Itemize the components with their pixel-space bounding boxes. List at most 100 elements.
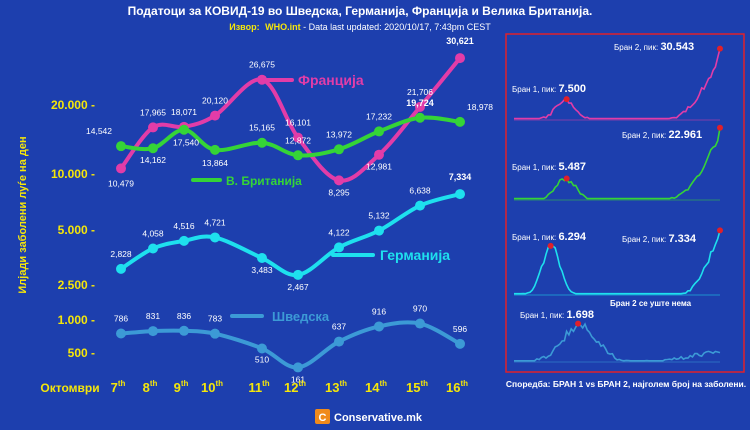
x-tick-label: 14th [365, 379, 387, 395]
series-line-france [119, 56, 462, 183]
panel-wave1-label: Бран 1, пик: 5.487 [512, 161, 586, 173]
data-point-uk [179, 124, 189, 135]
series-line-germany [119, 192, 462, 277]
x-tick-suffix: th [215, 379, 223, 388]
data-label-germany: 4,122 [328, 227, 350, 237]
data-label-uk: 17,232 [366, 111, 392, 121]
source-details: - Data last updated: 2020/10/17, 7:43pm … [303, 22, 491, 32]
panel-wave2-label: Бран 2 се уште нема [610, 299, 692, 308]
panel-peak2-marker [717, 124, 723, 131]
x-tick-suffix: th [150, 379, 158, 388]
y-tick-label: 1.000 - [58, 313, 95, 327]
data-label-sweden: 916 [372, 306, 386, 316]
data-label-france: 30,621 [446, 36, 474, 46]
data-label-germany: 2,467 [287, 282, 309, 292]
data-point-uk [210, 144, 220, 155]
panel-peak1-marker [547, 242, 554, 249]
data-label-france: 10,479 [108, 178, 134, 188]
data-point-sweden [415, 318, 425, 329]
source-label: Извор: [229, 22, 259, 32]
data-point-sweden [293, 362, 303, 373]
data-label-uk: 12,872 [285, 135, 311, 145]
series-layer: 10,479 17,965 18,071 20,120 26,675 16,101 8,29… [86, 36, 493, 384]
y-axis-label: Илјади заболени луѓе на ден [17, 136, 29, 293]
x-tick-suffix: th [262, 379, 270, 388]
panel-peak1-marker [563, 175, 570, 182]
source-line: Извор: WHO.int - Data last updated: 2020… [229, 22, 491, 32]
data-point-germany [116, 263, 126, 274]
data-label-germany: 5,132 [368, 211, 390, 221]
data-point-germany [455, 189, 465, 200]
comparison-panels: Бран 1, пик: 7.500 Бран 2, пик: 30.543 Бра… [512, 41, 723, 363]
data-label-sweden: 783 [208, 314, 222, 324]
source-site: WHO.int [265, 22, 301, 32]
data-label-germany: 3,483 [251, 265, 273, 275]
data-point-uk [116, 141, 126, 152]
data-point-uk [374, 126, 384, 137]
legend-label-france: Франција [298, 72, 364, 88]
data-label-france: 17,965 [140, 107, 166, 117]
comparison-caption: Споредба: БРАН 1 vs БРАН 2, најголем бро… [506, 379, 746, 389]
data-point-uk [257, 137, 267, 148]
data-point-germany [334, 242, 344, 253]
data-label-france: 18,071 [171, 107, 197, 117]
x-tick-suffix: th [181, 379, 189, 388]
x-tick-label: 12th [284, 379, 306, 395]
data-point-sweden [334, 336, 344, 347]
data-point-uk [293, 150, 303, 161]
data-point-germany [210, 232, 220, 243]
data-point-sweden [210, 328, 220, 339]
panel-peak1-marker [563, 96, 570, 103]
data-label-uk: 14,542 [86, 126, 112, 136]
x-tick-label: 13th [325, 379, 347, 395]
data-point-france [455, 53, 465, 64]
data-point-france [148, 122, 158, 133]
x-tick-label: 8th [143, 379, 158, 395]
x-tick-suffix: th [379, 379, 387, 388]
data-label-uk: 14,162 [140, 155, 166, 165]
data-point-germany [179, 235, 189, 246]
page-title: Податоци за КОВИД-19 во Шведска, Германи… [128, 4, 593, 18]
data-label-germany: 4,721 [204, 217, 226, 227]
panel-sparkline-sweden [514, 322, 721, 362]
legend-label-germany: Германија [380, 247, 450, 263]
panel-peak1-marker [575, 320, 582, 327]
series-line-uk [119, 115, 462, 158]
data-label-sweden: 786 [114, 314, 128, 324]
data-point-germany [293, 269, 303, 280]
panel-wave1-value: 6.294 [558, 231, 586, 243]
data-label-france: 8,295 [328, 187, 350, 197]
y-tick-label: 500 - [68, 346, 95, 360]
data-point-france [116, 163, 126, 174]
data-point-france [374, 149, 384, 160]
data-label-france: 12,981 [366, 162, 392, 172]
data-label-germany: 2,828 [110, 249, 132, 259]
y-axis-ticks: 20.000 - 10.000 - 5.000 - 2.500 - 1.000 - 500… [51, 98, 95, 360]
data-point-uk [455, 116, 465, 127]
data-point-sweden [116, 328, 126, 339]
x-tick-suffix: th [298, 379, 306, 388]
data-point-uk [148, 143, 158, 154]
data-label-sweden: 161 [291, 374, 305, 384]
data-point-sweden [179, 325, 189, 336]
x-axis-ticks: 7th 8th 9th 10th 11th 12th 13th 14th 15th 16th [111, 379, 469, 395]
panel-peak2-marker [717, 45, 723, 52]
data-label-uk: 15,165 [249, 123, 275, 133]
data-label-uk: 17,540 [173, 138, 199, 148]
panel-sparkline-france [514, 48, 721, 120]
data-point-sweden [374, 321, 384, 332]
data-label-sweden: 831 [146, 311, 160, 321]
x-axis-label: Октомври [40, 381, 99, 395]
data-point-germany [374, 225, 384, 236]
y-tick-label: 5.000 - [58, 223, 95, 237]
data-label-germany: 4,516 [173, 221, 195, 231]
data-label-sweden: 596 [453, 324, 467, 334]
brand-logo-letter: C [319, 412, 327, 424]
y-tick-label: 20.000 - [51, 98, 95, 112]
legend-label-uk: В. Британија [226, 174, 302, 188]
data-label-germany: 6,638 [409, 186, 431, 196]
data-point-germany [257, 253, 267, 264]
data-point-sweden [455, 338, 465, 349]
